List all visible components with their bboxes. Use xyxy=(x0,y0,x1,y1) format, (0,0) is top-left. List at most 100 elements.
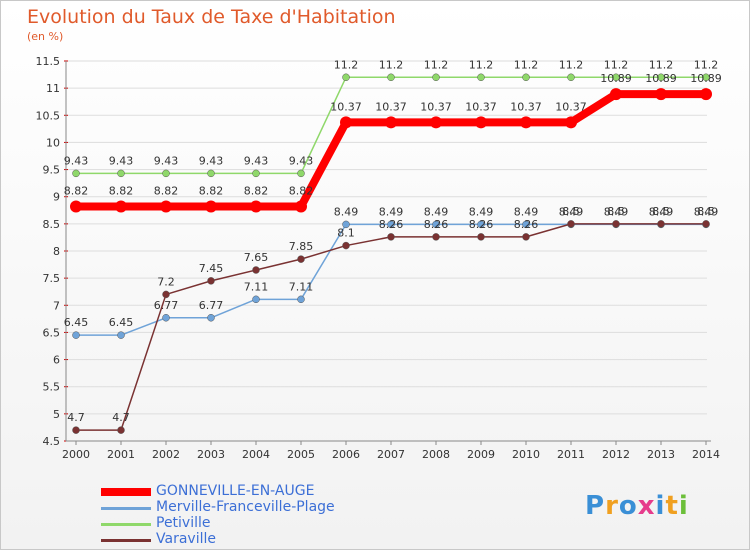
data-label: 10.37 xyxy=(330,100,362,113)
data-label: 4.7 xyxy=(112,411,130,424)
data-point xyxy=(610,88,622,101)
data-point xyxy=(430,116,442,129)
data-point xyxy=(612,220,620,228)
data-label: 8.49 xyxy=(604,205,629,218)
data-point xyxy=(655,88,667,101)
data-label: 10.37 xyxy=(555,100,587,113)
data-point xyxy=(477,220,485,229)
data-label: 8.5 xyxy=(697,205,715,218)
data-point xyxy=(117,426,125,434)
data-point xyxy=(342,73,350,82)
data-label: 11.2 xyxy=(334,58,359,71)
data-label: 8.1 xyxy=(337,227,355,240)
data-point xyxy=(387,233,395,241)
data-point xyxy=(702,220,710,228)
data-label: 9.43 xyxy=(64,154,89,167)
data-point xyxy=(432,220,440,229)
series-gonneville-en-auge: 8.82 8.82 8.82 8.82 8.82 8.82 10.37 10.37 10.37 1… xyxy=(64,72,722,213)
data-label: 8.82 xyxy=(64,184,89,197)
data-label: 7.11 xyxy=(244,280,269,293)
data-point xyxy=(252,295,260,304)
data-label: 6.45 xyxy=(109,316,134,329)
x-tick-label: 2003 xyxy=(197,448,225,461)
y-tick-label: 4.5 xyxy=(43,435,61,448)
data-point xyxy=(205,200,217,213)
x-tick-label: 2014 xyxy=(692,448,720,461)
data-point xyxy=(522,73,530,82)
x-tick-label: 2009 xyxy=(467,448,495,461)
data-point xyxy=(522,220,530,229)
data-point xyxy=(162,169,170,178)
data-point xyxy=(520,116,532,129)
legend-item[interactable]: Varaville xyxy=(101,531,401,548)
data-point xyxy=(567,73,575,82)
chart-title: Evolution du Taux de Taxe d'Habitation xyxy=(27,6,396,28)
y-tick-label: 9 xyxy=(53,191,60,204)
x-tick-label: 2001 xyxy=(107,448,135,461)
data-label: 8.82 xyxy=(199,184,224,197)
x-tick-label: 2013 xyxy=(647,448,675,461)
legend-item[interactable]: Merville-Franceville-Plage xyxy=(101,499,401,516)
data-label: 9.43 xyxy=(199,154,224,167)
data-point xyxy=(250,200,262,213)
data-label: 8.82 xyxy=(289,184,314,197)
data-point xyxy=(702,73,710,82)
data-label: 7.11 xyxy=(289,280,314,293)
series-petiville: 9.43 9.43 9.43 9.43 9.43 9.43 11.2 11.2 11.2 11.2… xyxy=(64,58,718,178)
data-label: 10.37 xyxy=(510,100,542,113)
data-point xyxy=(477,233,485,241)
data-label: 8.49 xyxy=(559,205,584,218)
data-label: 9.43 xyxy=(244,154,269,167)
data-label: 8.26 xyxy=(469,218,494,231)
legend-item[interactable]: Petiville xyxy=(101,515,401,532)
x-tick-label: 2000 xyxy=(62,448,90,461)
legend-item[interactable]: GONNEVILLE-EN-AUGE xyxy=(101,483,401,500)
data-label: 11.2 xyxy=(424,58,449,71)
data-label: 8.5 xyxy=(607,205,625,218)
data-label: 9.43 xyxy=(289,154,314,167)
data-point xyxy=(117,331,125,339)
data-point xyxy=(342,241,350,250)
data-point xyxy=(117,169,125,178)
data-point xyxy=(207,277,215,285)
data-label: 10.37 xyxy=(465,100,497,113)
data-point xyxy=(160,200,172,213)
data-label: 8.49 xyxy=(649,205,674,218)
data-point xyxy=(387,220,395,229)
y-tick-label: 6.5 xyxy=(43,326,61,339)
data-point xyxy=(700,88,712,101)
data-point xyxy=(297,255,305,263)
data-point xyxy=(295,200,307,213)
data-point xyxy=(565,116,577,129)
data-label: 8.49 xyxy=(424,205,449,218)
y-tick-label: 9.5 xyxy=(43,164,61,177)
data-label: 10.89 xyxy=(645,72,677,85)
y-tick-label: 8 xyxy=(53,245,60,258)
y-tick-label: 6 xyxy=(53,354,60,367)
legend: GONNEVILLE-EN-AUGE Merville-Franceville-… xyxy=(101,483,401,548)
data-label: 11.2 xyxy=(604,58,629,71)
y-tick-label: 11.5 xyxy=(36,55,61,68)
data-label: 6.77 xyxy=(154,299,179,312)
data-point xyxy=(70,200,82,213)
x-tick-label: 2012 xyxy=(602,448,630,461)
data-label: 11.2 xyxy=(649,58,674,71)
proxiti-logo: Proxiti xyxy=(585,491,689,521)
data-point xyxy=(72,331,80,339)
data-label: 11.2 xyxy=(379,58,404,71)
data-point xyxy=(387,73,395,82)
data-point xyxy=(612,73,620,82)
data-label: 8.82 xyxy=(154,184,179,197)
data-point xyxy=(297,295,305,304)
data-label: 7.45 xyxy=(199,262,224,275)
legend-swatch-petiville xyxy=(101,523,151,526)
data-point xyxy=(342,220,350,229)
data-label: 6.45 xyxy=(64,316,89,329)
data-point xyxy=(207,169,215,178)
data-label: 9.43 xyxy=(154,154,179,167)
data-label: 8.49 xyxy=(514,205,539,218)
data-point xyxy=(297,169,305,178)
data-label: 7.85 xyxy=(289,240,314,253)
data-point xyxy=(475,116,487,129)
legend-label: Merville-Franceville-Plage xyxy=(156,499,335,515)
